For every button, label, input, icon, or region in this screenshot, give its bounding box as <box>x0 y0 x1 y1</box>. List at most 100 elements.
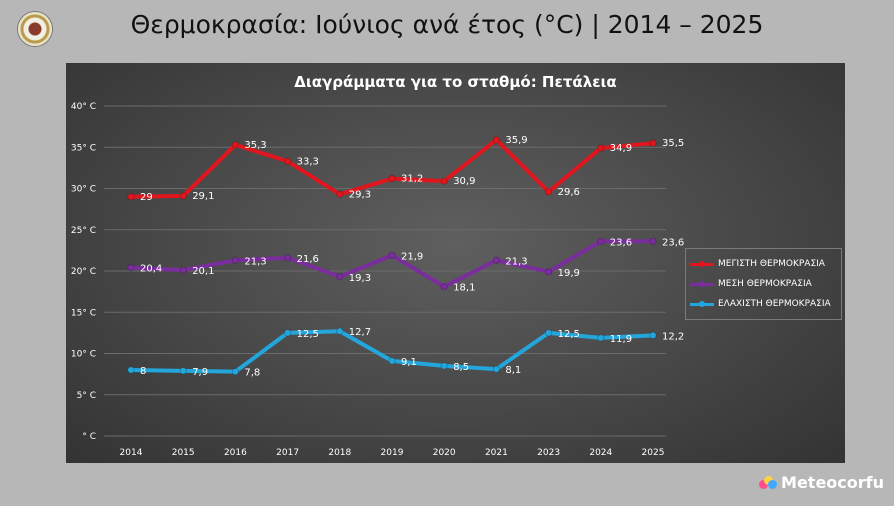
y-tick-label: 35° C <box>71 143 96 153</box>
chart-panel: Διαγράμματα για το σταθμό: Πετάλεια ° C 5… <box>66 63 845 463</box>
data-point <box>597 144 605 152</box>
data-point <box>179 367 187 375</box>
data-label: 7,8 <box>244 368 260 379</box>
x-tick-label: 2015 <box>172 448 195 458</box>
brand-name: Meteocorfu <box>781 473 884 492</box>
data-label: 8,5 <box>453 362 469 373</box>
data-label: 12,2 <box>662 331 684 342</box>
data-point <box>127 193 135 201</box>
legend-swatch-mean <box>690 280 714 287</box>
data-point <box>544 268 553 276</box>
y-tick-label: ° C <box>82 432 96 442</box>
data-point <box>388 175 396 183</box>
data-label: 20,4 <box>140 264 162 275</box>
data-point <box>388 357 396 365</box>
data-point <box>284 157 292 165</box>
data-label: 34,9 <box>610 143 632 154</box>
y-tick-label: 25° C <box>71 226 96 236</box>
data-label: 12,5 <box>558 329 580 340</box>
data-label: 33,3 <box>297 156 319 167</box>
legend-item-mean: ΜΕΣΗ ΘΕΡΜΟΚΡΑΣΙΑ <box>690 274 837 294</box>
y-tick-label: 5° C <box>77 391 96 401</box>
legend-item-max: ΜΕΓΙΣΤΗ ΘΕΡΜΟΚΡΑΣΙΑ <box>690 254 837 274</box>
data-label: 20,1 <box>192 266 214 277</box>
data-point <box>544 188 553 196</box>
data-point <box>388 251 396 259</box>
data-label: 19,3 <box>349 273 371 284</box>
data-label: 31,2 <box>401 174 423 185</box>
page-title: Θερμοκρασία: Ιούνιος ανά έτος (°C) | 201… <box>130 10 764 39</box>
data-point <box>231 256 239 264</box>
data-point <box>544 329 553 337</box>
data-label: 19,9 <box>558 268 580 279</box>
legend-item-min: ΕΛΑΧΙΣΤΗ ΘΕΡΜΟΚΡΑΣΙΑ <box>690 294 837 314</box>
data-label: 21,9 <box>401 251 423 262</box>
data-label: 23,6 <box>610 237 632 248</box>
data-label: 35,5 <box>662 138 684 149</box>
station-logo <box>18 12 52 46</box>
brand-mark: Meteocorfu <box>759 473 884 492</box>
cloud-logo-icon <box>759 475 778 490</box>
x-tick-label: 2014 <box>120 448 143 458</box>
y-tick-label: 30° C <box>71 185 96 195</box>
data-label: 18,1 <box>453 283 475 294</box>
legend-swatch-max <box>690 260 714 267</box>
legend-label-max: ΜΕΓΙΣΤΗ ΘΕΡΜΟΚΡΑΣΙΑ <box>718 259 825 269</box>
data-point <box>179 266 187 274</box>
data-label: 35,3 <box>244 140 266 151</box>
data-point <box>440 177 448 185</box>
x-tick-label: 2021 <box>485 448 508 458</box>
data-label: 35,9 <box>505 135 527 146</box>
data-point <box>597 237 605 245</box>
data-label: 11,9 <box>610 334 632 345</box>
x-tick-label: 2018 <box>328 448 351 458</box>
x-tick-label: 2023 <box>537 448 560 458</box>
x-tick-label: 2025 <box>642 448 665 458</box>
x-tick-label: 2016 <box>224 448 247 458</box>
data-label: 12,7 <box>349 327 371 338</box>
data-label: 8,1 <box>505 365 521 376</box>
legend-label-min: ΕΛΑΧΙΣΤΗ ΘΕΡΜΟΚΡΑΣΙΑ <box>718 299 831 309</box>
data-point <box>492 136 500 144</box>
chart-title: Διαγράμματα για το σταθμό: Πετάλεια <box>294 73 617 91</box>
data-point <box>440 283 448 291</box>
data-point <box>649 139 657 147</box>
data-point <box>492 365 500 373</box>
y-tick-label: 15° C <box>71 308 96 318</box>
data-point <box>492 256 500 264</box>
data-point <box>127 366 135 374</box>
data-point <box>336 190 344 198</box>
data-label: 7,9 <box>192 367 208 378</box>
data-label: 23,6 <box>662 237 684 248</box>
x-tick-label: 2020 <box>433 448 456 458</box>
data-label: 29 <box>140 192 153 203</box>
data-label: 29,3 <box>349 189 371 200</box>
data-label: 21,3 <box>244 256 266 267</box>
data-point <box>179 192 187 200</box>
data-point <box>336 273 344 281</box>
legend-label-mean: ΜΕΣΗ ΘΕΡΜΟΚΡΑΣΙΑ <box>718 279 812 289</box>
data-point <box>284 254 292 262</box>
data-point <box>127 264 135 272</box>
data-point <box>597 334 605 342</box>
data-point <box>440 362 448 370</box>
data-label: 29,1 <box>192 191 214 202</box>
data-point <box>284 329 292 337</box>
data-label: 9,1 <box>401 357 417 368</box>
x-tick-label: 2017 <box>276 448 299 458</box>
data-point <box>231 368 239 376</box>
data-point <box>649 237 657 245</box>
data-point <box>649 331 657 339</box>
data-label: 29,6 <box>558 187 580 198</box>
data-point <box>231 141 239 149</box>
x-tick-label: 2024 <box>589 448 612 458</box>
data-label: 8 <box>140 366 146 377</box>
y-tick-label: 10° C <box>71 350 96 360</box>
line-chart: ° C 5° C 10° C 15° C 20° C 25° C 30° C 35° C 40°… <box>71 102 684 458</box>
chart-legend: ΜΕΓΙΣΤΗ ΘΕΡΜΟΚΡΑΣΙΑ ΜΕΣΗ ΘΕΡΜΟΚΡΑΣΙΑ ΕΛΑ… <box>685 248 842 320</box>
y-tick-label: 40° C <box>71 102 96 112</box>
data-label: 21,6 <box>297 254 319 265</box>
x-tick-label: 2019 <box>381 448 404 458</box>
y-tick-label: 20° C <box>71 267 96 277</box>
data-point <box>336 327 344 335</box>
